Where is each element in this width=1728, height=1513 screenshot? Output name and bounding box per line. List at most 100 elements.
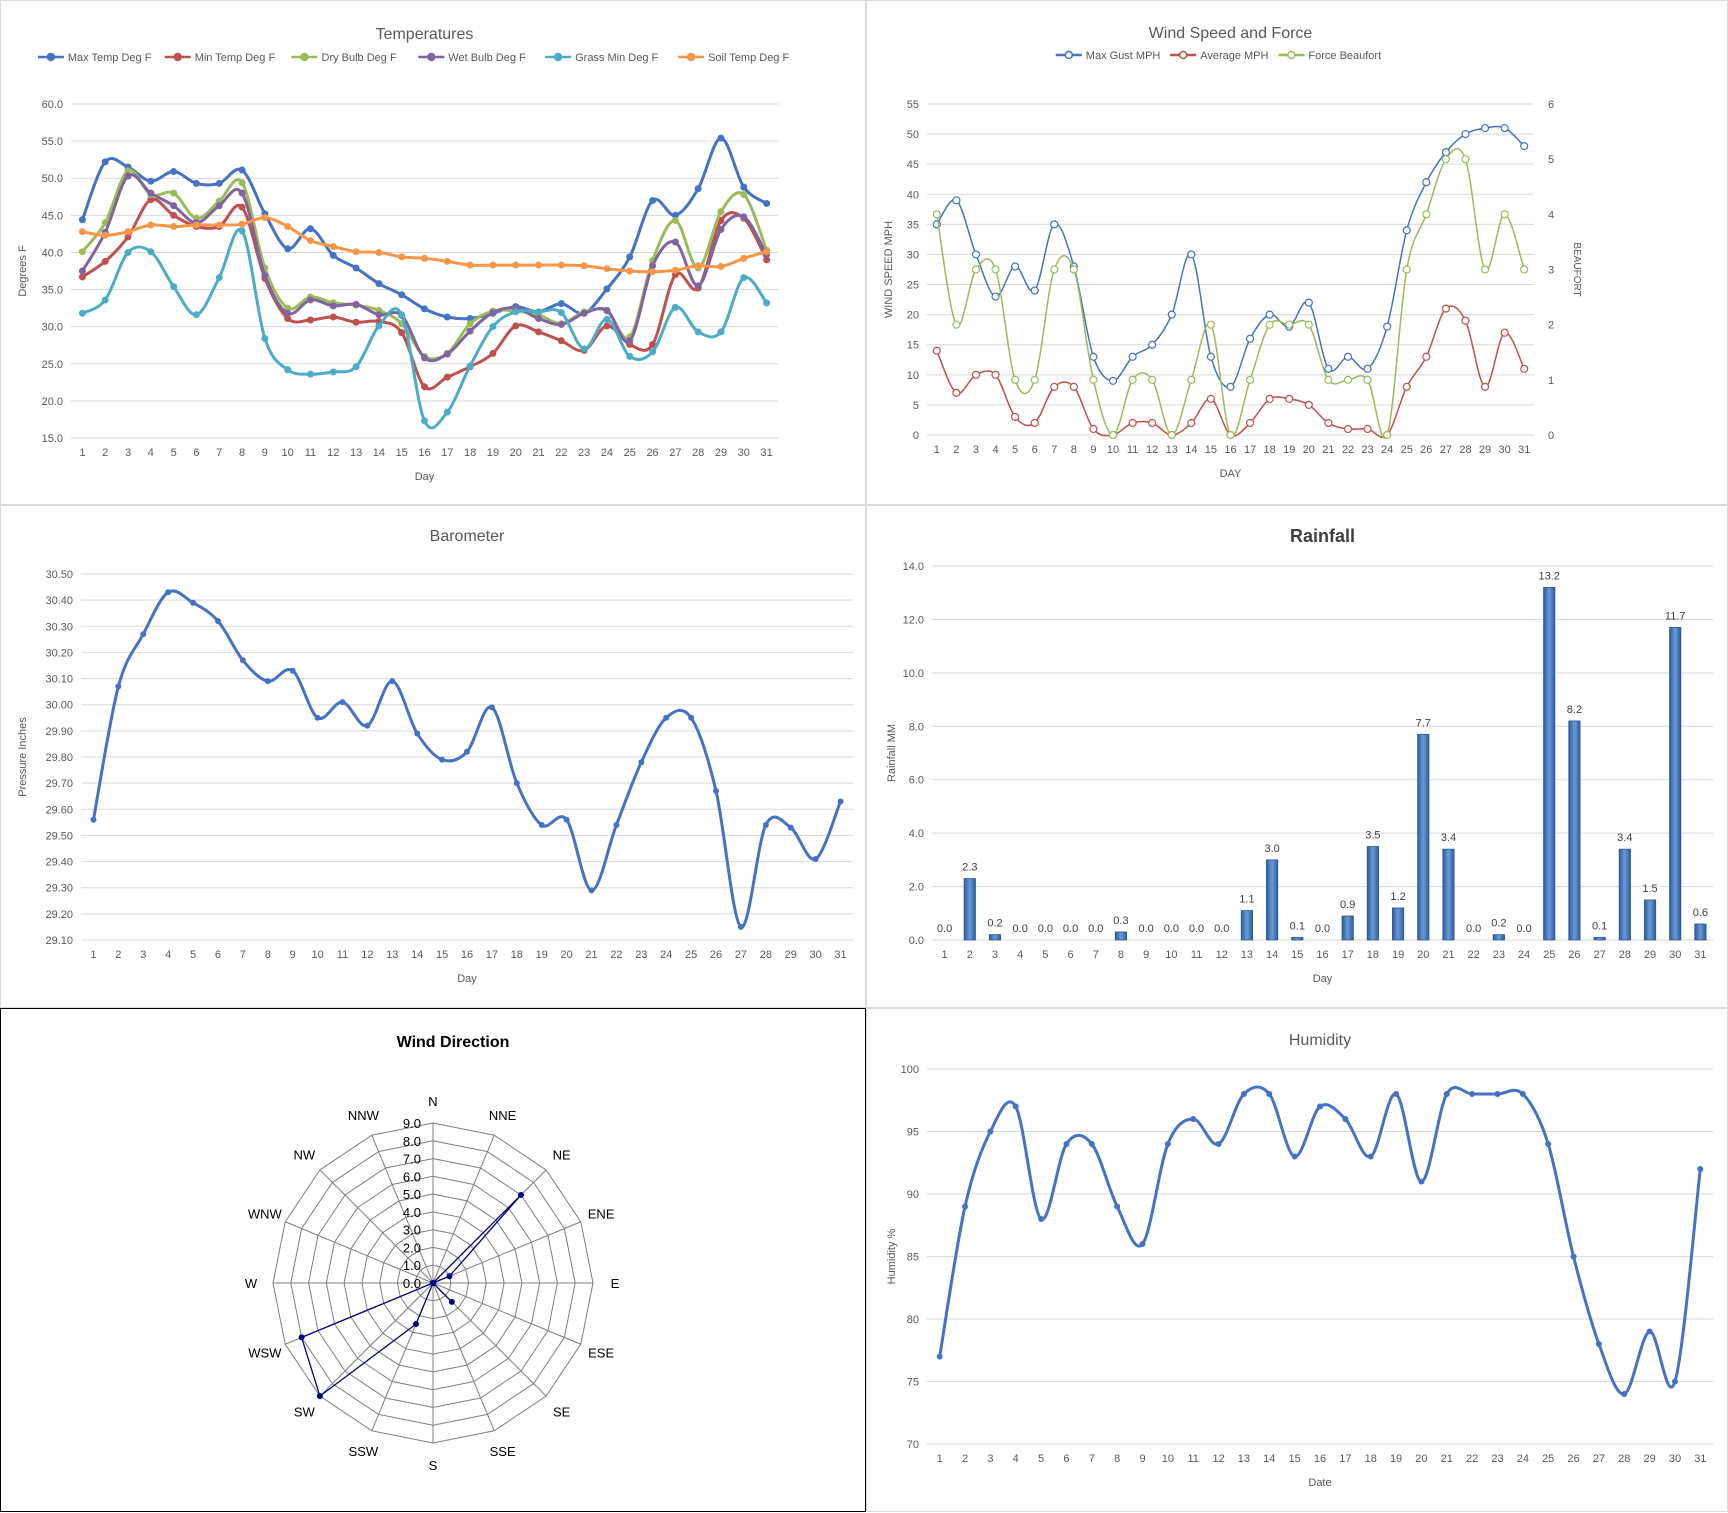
data-point [329, 243, 337, 251]
x-tick-label: 14 [1263, 1453, 1275, 1465]
data-point [671, 266, 679, 274]
y-tick-label: 20 [907, 310, 919, 322]
data-point [971, 250, 981, 259]
x-tick-label: 4 [1013, 1453, 1019, 1465]
data-point [165, 589, 172, 596]
data-point [1367, 1153, 1374, 1160]
x-tick-label: 29 [715, 447, 727, 459]
data-point [215, 274, 223, 282]
legend-label: Wet Bulb Deg F [448, 52, 526, 64]
data-point [352, 248, 360, 256]
y-tick-label: 30 [907, 249, 919, 261]
radar-data-point [430, 1280, 436, 1286]
series-line [936, 125, 1525, 389]
rainfall-bar [1266, 859, 1279, 941]
bar-data-label: 2.3 [962, 862, 977, 874]
direction-label: ENE [588, 1206, 615, 1221]
data-point [489, 261, 497, 269]
x-tick-label: 17 [441, 447, 453, 459]
x-tick-label: 24 [660, 949, 672, 961]
x-tick-label: 21 [585, 949, 597, 961]
data-point [649, 196, 657, 204]
data-point [763, 248, 771, 256]
x-tick-label: 31 [1694, 1453, 1706, 1465]
x-tick-label: 28 [1459, 444, 1471, 456]
x-tick-label: 19 [536, 949, 548, 961]
data-point [1520, 142, 1529, 151]
data-point [1500, 123, 1509, 133]
data-point [329, 251, 337, 259]
x-tick-label: 11 [337, 949, 348, 961]
x-tick-label: 15 [436, 949, 448, 961]
rainfall-bar [1568, 720, 1581, 941]
direction-label: E [611, 1276, 620, 1291]
data-point [603, 322, 611, 330]
x-tick-label: 10 [311, 949, 323, 961]
data-point [1291, 1153, 1298, 1160]
chart-title: Rainfall [1290, 526, 1355, 546]
legend-item: Dry Bulb Deg F [291, 52, 397, 64]
bar-data-label: 8.2 [1567, 704, 1582, 716]
legend-label: Grass Min Deg F [575, 52, 658, 64]
x-tick-label: 14 [1266, 949, 1278, 961]
data-point [1441, 304, 1450, 313]
x-tick-label: 24 [601, 447, 613, 459]
y-tick-label: 29.90 [45, 726, 73, 738]
bar-data-label: 0.0 [937, 923, 952, 935]
legend-item: Wet Bulb Deg F [418, 52, 526, 64]
data-point [717, 208, 725, 216]
data-point [626, 267, 634, 275]
data-point [1088, 1141, 1095, 1147]
rainfall-bar [1593, 936, 1606, 941]
data-point [238, 189, 246, 197]
data-point [314, 714, 321, 721]
data-point [649, 262, 657, 270]
rainfall-bar [1543, 586, 1556, 941]
data-point [289, 667, 296, 674]
x-tick-label: 23 [1493, 949, 1505, 961]
y-tick-label: 25.0 [42, 359, 63, 371]
data-point [787, 824, 794, 831]
data-point [170, 202, 178, 210]
x-tick-label: 20 [510, 447, 522, 459]
data-point [535, 261, 543, 269]
x-tick-label: 8 [1114, 1453, 1120, 1465]
y-tick-label: 55.0 [42, 136, 63, 148]
x-tick-label: 9 [290, 949, 296, 961]
x-tick-label: 18 [511, 949, 523, 961]
x-tick-label: 25 [624, 447, 636, 459]
y-tick-label: 35 [907, 219, 919, 231]
data-point [215, 221, 223, 229]
data-point [1343, 424, 1353, 434]
data-point [1240, 1091, 1247, 1097]
barometer-chart: Barometer 29.10 29.20 29.30 29.40 29.50 29.60 2… [17, 528, 853, 985]
data-point [694, 282, 702, 290]
y-tick-label: 29.70 [45, 778, 73, 790]
data-point [1245, 418, 1255, 428]
x-tick-label: 2 [962, 1453, 968, 1465]
legend-label: Average MPH [1200, 50, 1268, 62]
direction-label: ESE [588, 1346, 614, 1361]
x-tick-label: 13 [1241, 949, 1253, 961]
radial-tick-label: 9.0 [403, 1116, 421, 1131]
y-tick-label: 25 [907, 280, 919, 292]
y-tick-label: 30.10 [45, 674, 73, 686]
bar-data-label: 0.0 [1013, 923, 1028, 935]
data-point [238, 203, 246, 211]
data-point [671, 303, 679, 311]
humidity-chart-panel: Humidity 70 75 80 85 90 95 100 1 2 3 4 5 6 7 8 9 10 11 12 13… [866, 1008, 1728, 1512]
data-point [1402, 226, 1411, 235]
x-tick-label: 19 [1283, 444, 1295, 456]
data-point [398, 291, 406, 299]
x-tick-label: 21 [1442, 949, 1454, 961]
data-point [170, 211, 178, 219]
data-point [762, 821, 769, 828]
rainfall-bar [1392, 907, 1405, 941]
x-tick-label: 7 [240, 949, 246, 961]
data-point [1128, 375, 1137, 384]
data-point [352, 264, 360, 272]
data-point [1422, 210, 1431, 219]
x-tick-label: 27 [669, 447, 681, 459]
series-line [90, 589, 844, 930]
data-point [1265, 320, 1274, 329]
